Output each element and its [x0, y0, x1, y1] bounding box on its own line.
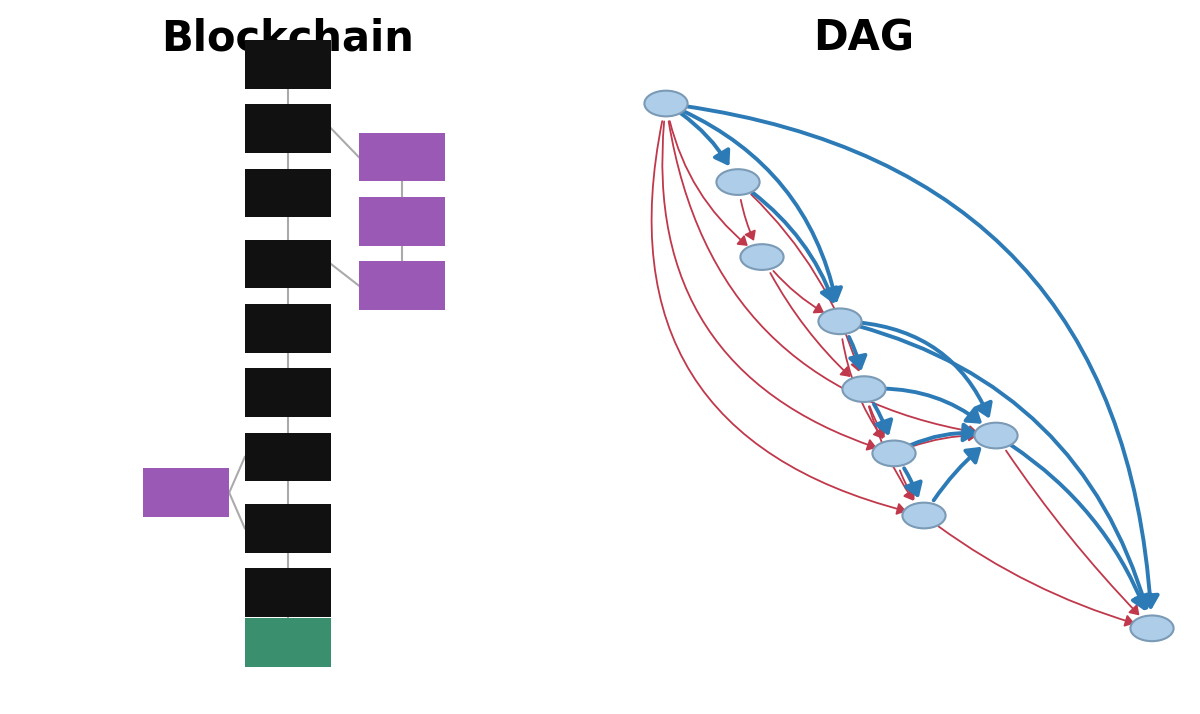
FancyBboxPatch shape — [245, 304, 331, 353]
FancyArrowPatch shape — [848, 337, 865, 368]
FancyBboxPatch shape — [245, 104, 331, 153]
FancyArrowPatch shape — [670, 121, 746, 245]
Circle shape — [1130, 615, 1174, 641]
FancyArrowPatch shape — [1012, 446, 1147, 608]
Circle shape — [842, 376, 886, 402]
Circle shape — [740, 244, 784, 270]
FancyArrowPatch shape — [858, 326, 1151, 608]
FancyArrowPatch shape — [858, 322, 991, 416]
FancyBboxPatch shape — [245, 618, 331, 667]
Circle shape — [644, 91, 688, 116]
FancyArrowPatch shape — [668, 121, 977, 436]
FancyArrowPatch shape — [770, 273, 850, 376]
FancyBboxPatch shape — [245, 504, 331, 553]
FancyBboxPatch shape — [359, 261, 445, 310]
FancyArrowPatch shape — [911, 431, 977, 447]
FancyArrowPatch shape — [869, 406, 913, 500]
FancyArrowPatch shape — [652, 121, 905, 514]
FancyArrowPatch shape — [882, 388, 979, 422]
FancyArrowPatch shape — [904, 468, 920, 495]
FancyBboxPatch shape — [245, 433, 331, 481]
FancyArrowPatch shape — [934, 449, 979, 501]
FancyArrowPatch shape — [870, 406, 884, 437]
FancyArrowPatch shape — [662, 121, 875, 450]
FancyArrowPatch shape — [938, 526, 1133, 625]
FancyArrowPatch shape — [874, 404, 892, 433]
FancyBboxPatch shape — [143, 468, 229, 517]
Circle shape — [716, 169, 760, 195]
FancyBboxPatch shape — [245, 568, 331, 617]
FancyBboxPatch shape — [245, 368, 331, 417]
FancyBboxPatch shape — [359, 133, 445, 181]
FancyArrowPatch shape — [900, 471, 914, 499]
FancyArrowPatch shape — [910, 425, 974, 446]
FancyArrowPatch shape — [683, 111, 841, 300]
Text: Blockchain: Blockchain — [162, 18, 414, 60]
FancyBboxPatch shape — [359, 197, 445, 246]
Circle shape — [818, 308, 862, 334]
Circle shape — [872, 441, 916, 466]
FancyArrowPatch shape — [684, 106, 1158, 607]
FancyArrowPatch shape — [682, 114, 728, 164]
FancyBboxPatch shape — [245, 40, 331, 89]
Circle shape — [974, 423, 1018, 448]
FancyArrowPatch shape — [774, 271, 823, 313]
Circle shape — [902, 503, 946, 528]
Text: DAG: DAG — [814, 18, 914, 60]
FancyArrowPatch shape — [740, 200, 755, 239]
FancyArrowPatch shape — [751, 194, 862, 371]
FancyBboxPatch shape — [245, 240, 331, 288]
FancyArrowPatch shape — [842, 339, 882, 438]
FancyArrowPatch shape — [752, 193, 836, 301]
FancyBboxPatch shape — [245, 169, 331, 217]
FancyArrowPatch shape — [1006, 451, 1139, 614]
